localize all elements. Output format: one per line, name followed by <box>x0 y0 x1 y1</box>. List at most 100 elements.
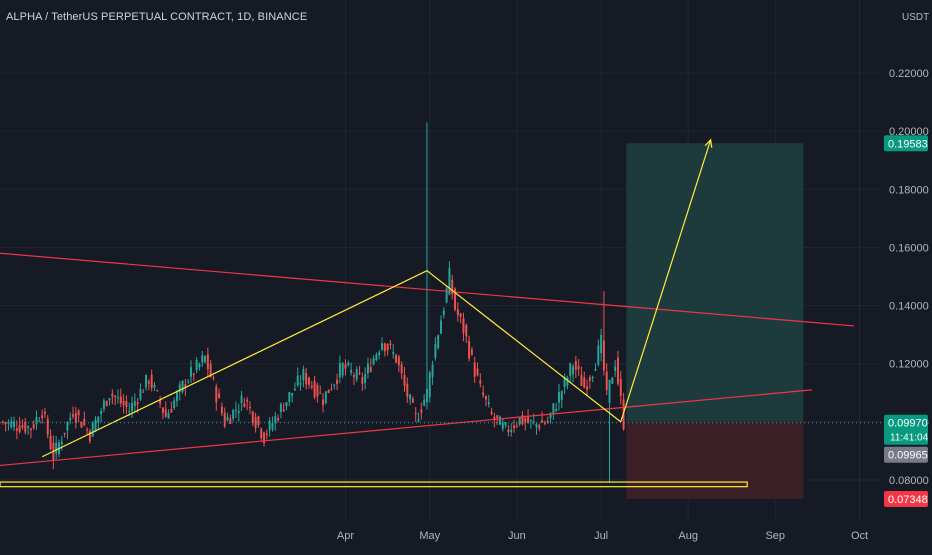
candle-body <box>204 355 207 363</box>
candle-body <box>484 396 487 400</box>
y-tick-label: 0.08000 <box>889 475 929 487</box>
candles <box>1 122 625 483</box>
candle-body <box>563 376 566 388</box>
stop-price-label-bg <box>884 490 928 507</box>
candle-body <box>161 407 164 413</box>
support-line <box>0 389 812 467</box>
candle-body <box>38 420 41 422</box>
candle-body <box>400 364 403 374</box>
candle-body <box>442 310 445 315</box>
candle-body <box>249 407 251 409</box>
y-tick-label: 0.12000 <box>889 359 929 371</box>
candle-body <box>440 320 442 334</box>
candle-body <box>358 372 361 374</box>
candle-body <box>170 409 173 413</box>
candle-body <box>293 389 296 391</box>
candle-body <box>150 374 153 388</box>
candle-body <box>507 429 510 432</box>
candle-body <box>369 367 372 372</box>
candle-body <box>192 373 195 376</box>
candle-body <box>552 403 555 415</box>
candle-body <box>462 318 465 333</box>
y-tick-label: 0.16000 <box>889 242 929 254</box>
candle-body <box>487 402 490 404</box>
candle-body <box>322 399 325 405</box>
y-tick-label: 0.20000 <box>889 126 929 138</box>
candle-body <box>352 375 355 377</box>
candle-body <box>260 428 263 439</box>
candle-body <box>15 428 18 431</box>
candle-body <box>136 402 139 405</box>
candle-body <box>411 398 414 403</box>
candle-body <box>389 343 392 345</box>
candle-body <box>43 411 46 414</box>
candle-body <box>417 419 420 422</box>
candle-body <box>91 422 94 437</box>
candle-body <box>21 425 24 428</box>
candle-body <box>569 363 572 376</box>
last-price-bg <box>884 414 928 445</box>
target-price-label-text: 0.19583 <box>888 138 928 150</box>
candle-body <box>448 268 451 295</box>
candle-body <box>142 391 145 393</box>
candle-body <box>560 391 563 401</box>
candle-body <box>583 377 586 388</box>
candle-body <box>201 355 204 363</box>
candle-body <box>246 399 249 402</box>
candle-body <box>237 411 240 413</box>
candle-body <box>327 389 330 394</box>
candle-body <box>420 409 423 413</box>
candle-body <box>291 392 294 396</box>
entry-price-label-text: 0.09965 <box>888 450 928 462</box>
candle-body <box>496 415 499 418</box>
candle-body <box>279 404 282 412</box>
candle-body <box>285 402 288 407</box>
candle-body <box>543 422 546 424</box>
candle-body <box>74 413 77 423</box>
candle-body <box>470 349 473 355</box>
candle-body <box>251 411 254 424</box>
resistance-line <box>0 252 854 327</box>
candle-body <box>381 343 383 350</box>
candle-body <box>282 409 285 412</box>
target-price-label: 0.19583 <box>884 135 928 152</box>
candle-body <box>347 362 350 366</box>
candle-body <box>164 409 167 417</box>
candle-body <box>423 399 426 406</box>
candle-body <box>178 384 181 393</box>
x-tick-label: May <box>419 530 440 542</box>
candle-body <box>243 403 246 407</box>
candle-body <box>386 343 389 351</box>
candle-body <box>549 412 552 419</box>
x-tick-label: Oct <box>851 530 868 542</box>
candle-body <box>116 397 119 399</box>
candle-body <box>232 409 235 419</box>
candle-body <box>187 381 190 383</box>
candle-body <box>409 394 412 400</box>
y-tick-label: 0.18000 <box>889 184 929 196</box>
candle-body <box>288 392 291 402</box>
candle-body <box>94 419 97 432</box>
stop-price-label-text: 0.07348 <box>888 494 928 506</box>
candle-body <box>13 421 16 427</box>
candle-body <box>223 412 226 427</box>
candle-body <box>586 386 589 390</box>
candle-body <box>468 340 471 359</box>
candle-body <box>616 357 619 384</box>
candle-body <box>574 360 577 370</box>
candle-body <box>147 381 150 384</box>
candle-body <box>546 421 549 423</box>
candle-body <box>105 401 108 406</box>
candle-body <box>102 400 105 410</box>
candle-body <box>299 382 302 385</box>
candle-body <box>69 417 72 421</box>
candle-body <box>577 366 580 370</box>
candle-body <box>156 390 159 392</box>
candle-body <box>479 380 482 384</box>
candle-body <box>319 392 322 394</box>
candle-body <box>209 363 212 378</box>
candle-body <box>501 422 504 429</box>
candle-body <box>395 354 398 363</box>
